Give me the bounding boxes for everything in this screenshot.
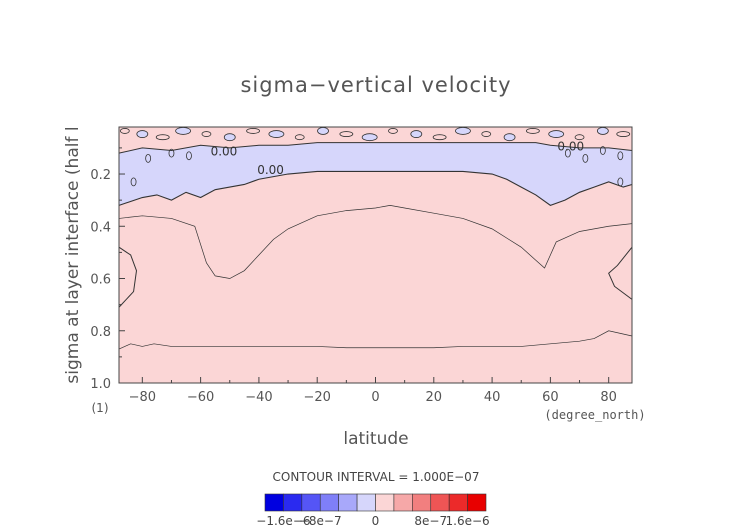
colorbar-swatch bbox=[301, 493, 321, 512]
x-tick-label: 0 bbox=[371, 390, 379, 405]
noise-contour bbox=[617, 177, 624, 187]
contour-interval-text: CONTOUR INTERVAL = 1.000E−07 bbox=[273, 470, 480, 484]
y-tick-label: 0.4 bbox=[90, 220, 111, 235]
noise-contour bbox=[168, 148, 175, 158]
contour-lines bbox=[118, 142, 633, 350]
colorbar-label: 1.6e−6 bbox=[446, 514, 490, 528]
x-tick-label: −40 bbox=[245, 390, 272, 405]
contour-zero-lower bbox=[118, 170, 633, 206]
noise-contour bbox=[616, 131, 631, 137]
colorbar-swatch bbox=[412, 493, 432, 512]
x-tick-label: −80 bbox=[129, 390, 156, 405]
noise-contour bbox=[201, 131, 212, 137]
noise-contour bbox=[582, 153, 589, 163]
noise-contour bbox=[596, 127, 609, 135]
y-tick-label: 0.2 bbox=[90, 168, 111, 183]
colorbar-swatch bbox=[393, 493, 413, 512]
noise-contour bbox=[317, 127, 329, 135]
colorbar-swatch bbox=[375, 493, 395, 512]
noise-contour bbox=[361, 133, 378, 142]
noise-contour bbox=[119, 128, 130, 134]
x-tick-label: −60 bbox=[187, 390, 214, 405]
colorbar-label: −1.6e−6 bbox=[256, 514, 310, 528]
y-axis-label: sigma at layer interface (half l bbox=[63, 126, 83, 383]
contour-right-edge bbox=[608, 246, 633, 300]
noise-contour bbox=[503, 133, 516, 142]
noise-contour bbox=[617, 151, 624, 161]
colorbar-swatch bbox=[356, 493, 376, 512]
colorbar-swatch bbox=[264, 493, 284, 512]
y-tick-label: 0.6 bbox=[90, 273, 111, 288]
noise-contour bbox=[574, 134, 585, 141]
negative-region bbox=[119, 142, 632, 206]
y-tick-label: 1.0 bbox=[90, 377, 111, 392]
noise-contour bbox=[388, 128, 398, 134]
noise-contour bbox=[525, 128, 540, 134]
x-tick-label: 60 bbox=[542, 390, 559, 405]
x-axis-ticks: −80 −60 −40 −20 0 20 40 60 80 bbox=[129, 377, 617, 405]
noise-contour bbox=[548, 130, 565, 138]
colorbar-swatch bbox=[338, 493, 358, 512]
colorbar-label: 8e−7 bbox=[414, 514, 447, 528]
colorbar-swatch bbox=[283, 493, 303, 512]
contour-lower bbox=[118, 330, 633, 350]
top-noise-contours bbox=[119, 127, 631, 187]
noise-contour bbox=[481, 131, 492, 137]
noise-contour bbox=[145, 153, 152, 163]
noise-contour bbox=[246, 128, 260, 134]
noise-contour bbox=[339, 131, 354, 137]
colorbar-swatch bbox=[430, 493, 450, 512]
colorbar-label: −8e−7 bbox=[299, 514, 342, 528]
contour-left-edge bbox=[118, 246, 138, 308]
x-tick-label: 20 bbox=[426, 390, 443, 405]
noise-contour bbox=[455, 127, 471, 135]
y-axis-unit: (1) bbox=[92, 401, 109, 415]
noise-contour bbox=[175, 127, 192, 135]
noise-contour bbox=[432, 134, 447, 141]
noise-contour bbox=[130, 177, 137, 187]
y-axis-ticks: 0.2 0.4 0.6 0.8 1.0 bbox=[90, 147, 125, 392]
x-tick-label: −20 bbox=[303, 390, 330, 405]
chart-title: sigma−vertical velocity bbox=[240, 73, 511, 97]
contour-zero-upper bbox=[118, 142, 633, 154]
contour-label: 0.00 bbox=[257, 163, 284, 177]
noise-contour bbox=[155, 134, 170, 141]
noise-contour bbox=[223, 133, 236, 142]
x-axis-label: latitude bbox=[343, 429, 408, 449]
contour-label: 0.00 bbox=[557, 139, 584, 153]
colorbar-label: 0 bbox=[372, 514, 380, 528]
noise-contour bbox=[136, 130, 149, 138]
colorbar-swatch bbox=[319, 493, 339, 512]
colorbar-swatch bbox=[467, 493, 487, 512]
noise-contour bbox=[186, 151, 192, 161]
colorbar-labels: −1.6e−6−8e−7 0 8e−71.6e−6 bbox=[256, 514, 489, 528]
x-tick-label: 80 bbox=[600, 390, 617, 405]
plot-area: 0.00 0.00 0.00 bbox=[118, 126, 633, 384]
noise-contour bbox=[599, 146, 606, 155]
x-axis-unit: (degree_north) bbox=[544, 408, 645, 422]
contour-label: 0.00 bbox=[211, 145, 238, 159]
noise-contour bbox=[564, 148, 571, 158]
contour-positive bbox=[118, 205, 633, 279]
noise-contour bbox=[268, 130, 285, 138]
contour-labels: 0.00 0.00 0.00 bbox=[211, 139, 585, 177]
colorbar bbox=[264, 493, 487, 512]
y-tick-label: 0.8 bbox=[90, 325, 111, 340]
colorbar-swatch bbox=[448, 493, 468, 512]
x-tick-label: 40 bbox=[484, 390, 501, 405]
noise-contour bbox=[294, 134, 305, 141]
noise-contour bbox=[410, 130, 423, 138]
